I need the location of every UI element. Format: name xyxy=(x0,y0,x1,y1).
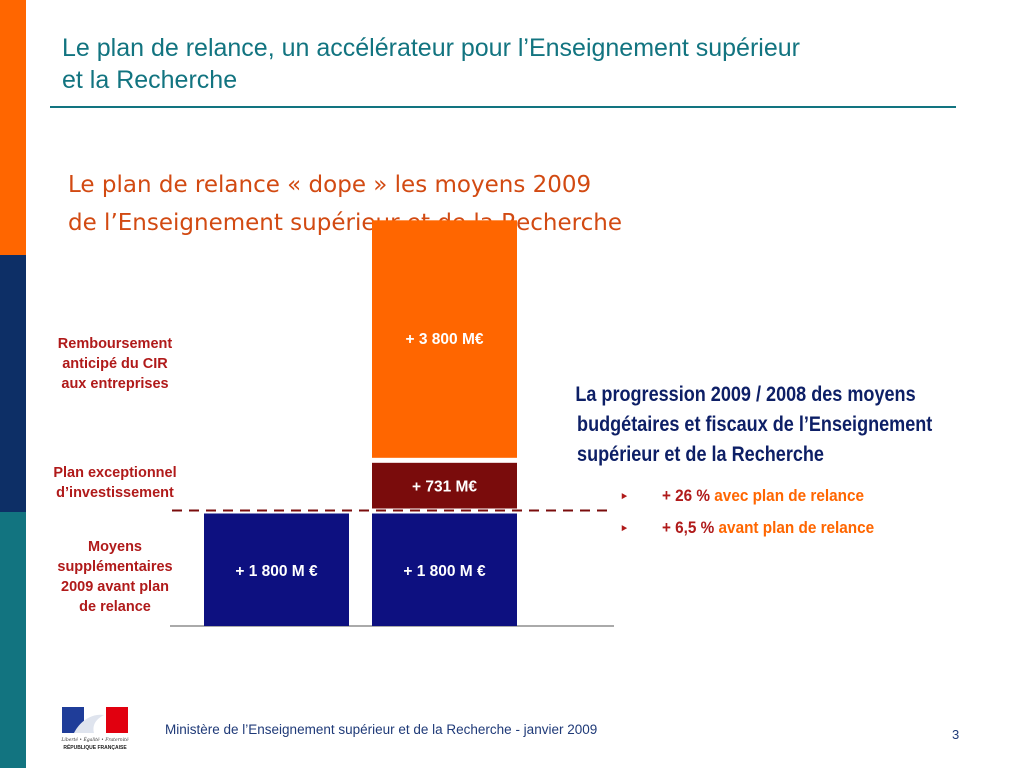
label-moyens-line-1: Moyens xyxy=(88,539,142,555)
label-investissement: Plan exceptionnel d’investissement xyxy=(40,463,190,503)
republique-francaise-logo: Liberté • Égalité • Fraternité RÉPUBLIQU… xyxy=(60,707,129,751)
side-band-navy xyxy=(0,255,26,512)
progress-bullet-value: + 26 % xyxy=(661,486,711,505)
title-divider xyxy=(50,106,956,108)
bar-segment-2-2 xyxy=(372,462,517,509)
progress-bullet-2: ► + 6,5 % avant plan de relance xyxy=(620,518,874,538)
bar-data-label-1-1: + 1 800 M € xyxy=(235,563,318,580)
label-moyens-line-4: de relance xyxy=(79,599,151,615)
label-cir-line-3: aux entreprises xyxy=(61,376,169,392)
page-number: 3 xyxy=(952,727,960,742)
bar-segment-2-1 xyxy=(372,513,517,626)
label-cir-line-2: anticipé du CIR xyxy=(62,356,168,372)
label-cir-line-1: Remboursement xyxy=(57,336,173,352)
label-invest-line-1: Plan exceptionnel xyxy=(53,465,177,481)
progress-bullet-desc: avec plan de relance xyxy=(714,486,864,505)
bar-data-label-2-1: + 1 800 M € xyxy=(403,563,486,580)
progress-box: La progression 2009 / 2008 des moyens bu… xyxy=(565,380,1005,537)
bullet-arrow-icon: ► xyxy=(620,523,629,534)
bar-data-label-2-2: + 731 M€ xyxy=(412,479,477,496)
label-cir: Remboursement anticipé du CIR aux entrep… xyxy=(40,334,190,394)
progress-bullet-1: ► + 26 % avec plan de relance xyxy=(620,486,864,506)
footer-text: Ministère de l’Enseignement supérieur et… xyxy=(165,722,598,737)
label-moyens-line-2: supplémentaires xyxy=(57,559,173,575)
label-moyens: Moyens supplémentaires 2009 avant plan d… xyxy=(40,537,190,617)
progress-bullet-value: + 6,5 % xyxy=(661,518,715,537)
logo-motto: Liberté • Égalité • Fraternité xyxy=(60,735,129,743)
bar-segment-1-1 xyxy=(204,513,349,626)
bar-data-label-2-3: + 3 800 M€ xyxy=(406,331,484,348)
side-band-teal xyxy=(0,512,26,768)
label-invest-line-2: d’investissement xyxy=(56,485,174,501)
slide-subtitle-line-1: Le plan de relance « dope » les moyens 2… xyxy=(68,172,592,198)
progress-bullet-desc: avant plan de relance xyxy=(718,518,875,537)
slide-title: Le plan de relance, un accélérateur pour… xyxy=(62,32,962,96)
slide-title-line-1: Le plan de relance, un accélérateur pour… xyxy=(62,34,800,62)
bullet-arrow-icon: ► xyxy=(620,491,629,502)
side-band-orange xyxy=(0,0,26,255)
logo-republique: RÉPUBLIQUE FRANÇAISE xyxy=(63,743,127,751)
slide-subtitle: Le plan de relance « dope » les moyens 2… xyxy=(68,166,828,242)
slide-subtitle-line-2: de l’Enseignement supérieur et de la Rec… xyxy=(68,210,622,236)
slide-title-line-2: et la Recherche xyxy=(62,66,238,94)
label-moyens-line-3: 2009 avant plan xyxy=(61,579,169,595)
progress-title: La progression 2009 / 2008 des moyens bu… xyxy=(575,383,933,466)
bar-segment-2-3 xyxy=(372,220,517,458)
